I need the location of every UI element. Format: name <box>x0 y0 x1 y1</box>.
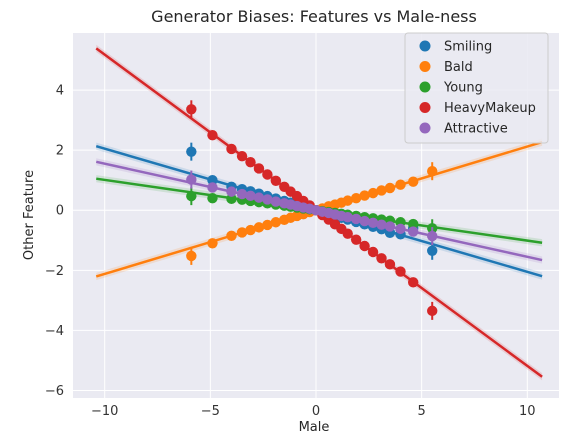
legend-label-young: Young <box>443 81 483 96</box>
y-tick-label: −6 <box>45 384 64 399</box>
point-attractive <box>226 186 237 197</box>
x-tick-label: −5 <box>201 404 220 419</box>
point-attractive <box>342 211 353 223</box>
point-bald <box>395 179 406 190</box>
point-heavymakeup <box>367 246 379 258</box>
point-heavymakeup <box>395 266 406 277</box>
point-bald <box>376 185 387 196</box>
point-bald <box>186 250 197 262</box>
legend-box <box>404 32 549 144</box>
legend-marker-bald <box>419 61 431 72</box>
legend-marker-smiling <box>419 40 431 52</box>
point-attractive <box>408 226 419 237</box>
point-heavymakeup <box>342 228 353 239</box>
legend-marker-young <box>419 81 431 93</box>
point-heavymakeup <box>350 234 362 245</box>
x-axis-ticks: −10 −5 0 5 10 <box>91 404 536 419</box>
point-bald <box>262 219 273 231</box>
data-points <box>186 100 438 320</box>
y-axis-ticks: −6 −4 −2 0 2 4 <box>45 84 64 399</box>
point-heavymakeup <box>207 129 218 141</box>
point-heavymakeup <box>226 143 237 155</box>
point-bald <box>367 187 379 199</box>
y-tick-label: 0 <box>56 204 64 219</box>
point-young <box>408 218 419 230</box>
point-attractive <box>245 190 256 202</box>
point-attractive <box>207 182 218 193</box>
point-attractive <box>359 215 370 227</box>
legend-label-bald: Bald <box>444 60 473 75</box>
point-bald <box>350 193 362 204</box>
point-attractive <box>253 192 265 203</box>
point-attractive <box>270 196 282 207</box>
point-attractive <box>367 217 379 229</box>
x-tick-label: 5 <box>418 404 426 419</box>
point-bald <box>226 230 237 241</box>
point-attractive <box>384 221 396 232</box>
y-tick-label: −4 <box>45 324 64 339</box>
x-tick-label: 10 <box>519 404 536 419</box>
point-bald <box>236 227 248 238</box>
point-attractive <box>427 230 438 242</box>
point-bald <box>207 238 218 249</box>
point-heavymakeup <box>376 253 387 264</box>
y-tick-label: 2 <box>56 144 64 159</box>
point-young <box>186 190 197 202</box>
point-heavymakeup <box>427 305 438 317</box>
point-bald <box>245 224 256 236</box>
point-bald <box>384 182 396 194</box>
point-heavymakeup <box>245 156 256 168</box>
point-attractive <box>236 188 248 200</box>
y-tick-label: 4 <box>56 84 64 99</box>
point-heavymakeup <box>359 240 370 252</box>
point-bald <box>342 195 353 206</box>
point-heavymakeup <box>186 104 197 115</box>
point-attractive <box>376 219 387 230</box>
chart-title: Generator Biases: Features vs Male-ness <box>151 7 477 26</box>
point-smiling <box>186 146 197 157</box>
point-bald <box>427 165 438 177</box>
point-bald <box>253 222 265 233</box>
point-attractive <box>262 194 273 205</box>
point-attractive <box>186 174 197 185</box>
point-bald <box>270 217 282 228</box>
point-heavymakeup <box>408 277 419 288</box>
point-bald <box>359 190 370 201</box>
point-heavymakeup <box>253 163 265 174</box>
point-heavymakeup <box>384 259 396 270</box>
legend-label-attractive: Attractive <box>444 122 508 137</box>
point-attractive <box>395 223 406 235</box>
point-young <box>207 193 218 204</box>
point-attractive <box>350 213 362 225</box>
y-tick-label: −2 <box>45 264 64 279</box>
point-young <box>226 193 237 205</box>
x-axis-label: Male <box>299 420 330 435</box>
legend-label-heavymakeup: HeavyMakeup <box>444 101 536 116</box>
point-heavymakeup <box>236 150 248 162</box>
legend-marker-attractive <box>419 122 431 134</box>
point-heavymakeup <box>270 175 282 187</box>
x-tick-label: 0 <box>312 404 320 419</box>
legend-label-smiling: Smiling <box>444 40 492 55</box>
legend-marker-heavymakeup <box>419 102 431 113</box>
point-heavymakeup <box>262 169 273 180</box>
point-bald <box>408 176 419 187</box>
x-tick-label: −10 <box>91 404 118 419</box>
point-smiling <box>427 245 438 256</box>
y-axis-label: Other Feature <box>22 170 37 260</box>
point-smiling <box>207 175 218 186</box>
legend: Smiling Bald Young HeavyMakeup Attractive <box>404 32 549 144</box>
